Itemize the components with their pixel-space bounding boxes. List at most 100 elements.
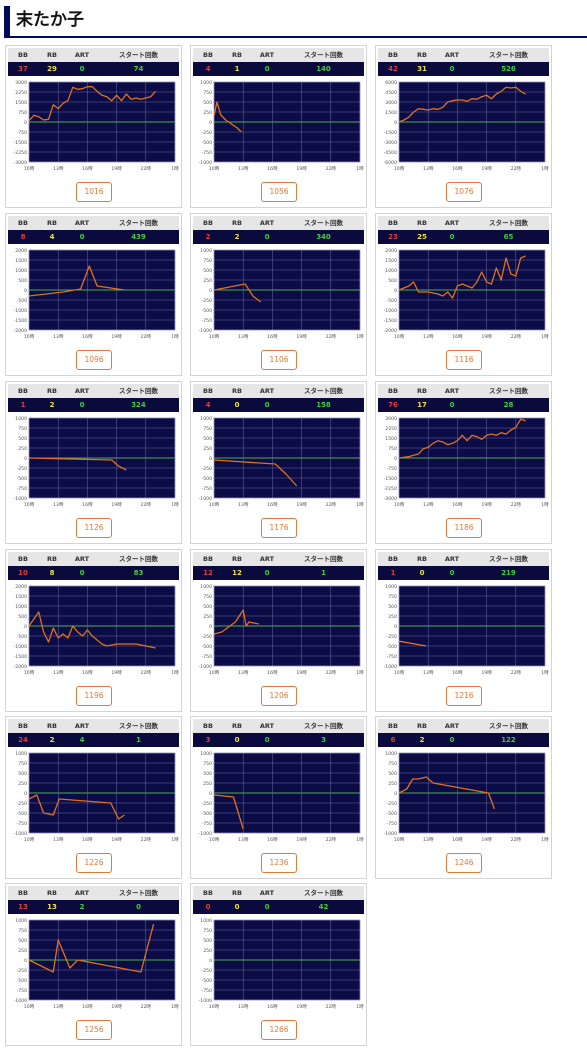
machine-number-link[interactable]: 1106	[261, 350, 297, 370]
y-tick-label: 2000	[15, 248, 27, 254]
stats-header-bb: BB	[203, 555, 213, 563]
stats-value-row: 2 2 0 340	[193, 230, 364, 244]
x-tick-label: 1時	[171, 837, 179, 843]
y-tick-label: -1000	[199, 831, 212, 837]
x-tick-label: 10時	[209, 1004, 220, 1010]
machine-number-link[interactable]: 1236	[261, 853, 297, 873]
stats-header-bb: BB	[18, 387, 28, 395]
x-tick-label: 19時	[481, 334, 492, 340]
y-tick-label: -3000	[384, 140, 397, 146]
y-tick-label: -500	[202, 644, 213, 650]
x-tick-label: 16時	[267, 502, 278, 508]
y-tick-label: -6000	[384, 160, 397, 166]
machine-number-link[interactable]: 1076	[446, 182, 482, 202]
x-tick-label: 13時	[238, 1004, 249, 1010]
machine-number-link[interactable]: 1126	[76, 518, 112, 538]
x-tick-label: 10時	[209, 334, 220, 340]
y-tick-label: -750	[202, 821, 213, 827]
machine-number-link[interactable]: 1056	[261, 182, 297, 202]
y-tick-label: 500	[18, 938, 27, 944]
x-tick-label: 10時	[394, 670, 405, 676]
rb-count: 0	[419, 569, 425, 577]
art-count: 0	[79, 233, 85, 241]
rb-count: 4	[49, 233, 55, 241]
machine-number-link[interactable]: 1096	[76, 350, 112, 370]
stats-header-rb: RB	[47, 51, 57, 59]
balance-series-line	[213, 459, 298, 487]
y-tick-label: -500	[17, 978, 28, 984]
y-tick-label: 0	[394, 456, 397, 462]
bb-count: 0	[205, 903, 211, 911]
x-tick-label: 13時	[238, 670, 249, 676]
stats-header-bb: BB	[18, 722, 28, 730]
y-tick-label: 1000	[15, 268, 27, 274]
y-tick-label: -250	[17, 968, 28, 974]
stats-header-row: BB RB ART スタート回数	[8, 719, 179, 733]
y-tick-label: 0	[24, 958, 27, 964]
y-tick-label: 750	[203, 426, 212, 432]
y-tick-label: -250	[202, 634, 213, 640]
machine-number-link[interactable]: 1016	[76, 182, 112, 202]
stats-header-row: BB RB ART スタート回数	[193, 384, 364, 398]
machine-number-link[interactable]: 1246	[446, 853, 482, 873]
machine-card: BB RB ART スタート回数 1 0 0 219 1000 750 500 250 0 -250 -50…	[375, 549, 552, 712]
machine-number-link[interactable]: 1116	[446, 350, 482, 370]
x-tick-label: 16時	[82, 166, 93, 172]
machine-number-link[interactable]: 1226	[76, 853, 112, 873]
machine-number-link[interactable]: 1196	[76, 686, 112, 706]
x-tick-label: 16時	[82, 670, 93, 676]
x-tick-label: 19時	[111, 502, 122, 508]
y-tick-label: 2250	[15, 90, 27, 96]
y-tick-label: 500	[388, 278, 397, 284]
y-tick-label: -750	[202, 150, 213, 156]
machine-number-link[interactable]: 1186	[446, 518, 482, 538]
stats-header-start: スタート回数	[119, 219, 158, 227]
stats-header-art: ART	[259, 219, 275, 227]
stats-value-row: 1 0 0 219	[378, 566, 549, 580]
machine-number-link[interactable]: 1206	[261, 686, 297, 706]
y-tick-label: -2000	[384, 328, 397, 334]
machine-number-link[interactable]: 1216	[446, 686, 482, 706]
x-tick-label: 22時	[326, 670, 337, 676]
y-tick-label: -1000	[384, 831, 397, 837]
stats-header-start: スタート回数	[489, 51, 528, 59]
stats-header-art: ART	[259, 889, 275, 897]
y-tick-label: 0	[209, 958, 212, 964]
y-tick-label: 1000	[200, 416, 212, 422]
stats-header-rb: RB	[417, 387, 427, 395]
machine-card: BB RB ART スタート回数 3 0 0 3 1000 750 500 250 0 -250 -500 -…	[190, 716, 367, 879]
y-tick-label: -1500	[384, 318, 397, 324]
start-count: 122	[501, 736, 516, 744]
x-tick-label: 16時	[452, 837, 463, 843]
y-tick-label: -750	[202, 654, 213, 660]
x-tick-label: 19時	[111, 334, 122, 340]
machine-number-link[interactable]: 1176	[261, 518, 297, 538]
machine-number-link[interactable]: 1256	[76, 1020, 112, 1040]
stats-header-start: スタート回数	[489, 387, 528, 395]
x-tick-label: 10時	[394, 334, 405, 340]
machine-number-link[interactable]: 1266	[261, 1020, 297, 1040]
art-count: 0	[264, 65, 270, 73]
x-tick-label: 22時	[141, 334, 152, 340]
x-tick-label: 19時	[111, 670, 122, 676]
art-count: 0	[264, 736, 270, 744]
bb-count: 2	[205, 233, 211, 241]
x-tick-label: 13時	[53, 837, 64, 843]
y-tick-label: 1500	[385, 436, 397, 442]
y-tick-label: -1000	[14, 496, 27, 502]
page-header: 末たか子	[0, 0, 587, 38]
machine-card: BB RB ART スタート回数 76 17 0 28 3000 2250 1500 750 0 -750…	[375, 381, 552, 544]
stats-value-row: 4 1 0 140	[193, 62, 364, 76]
bb-count: 3	[205, 736, 211, 744]
x-tick-label: 19時	[296, 334, 307, 340]
x-tick-label: 13時	[53, 334, 64, 340]
stats-header-rb: RB	[232, 219, 242, 227]
y-tick-label: -3000	[14, 160, 27, 166]
stats-header-art: ART	[74, 219, 90, 227]
stats-header-rb: RB	[47, 889, 57, 897]
y-tick-label: 1000	[15, 751, 27, 757]
stats-header-row: BB RB ART スタート回数	[378, 552, 549, 566]
balance-series-line	[398, 255, 526, 299]
